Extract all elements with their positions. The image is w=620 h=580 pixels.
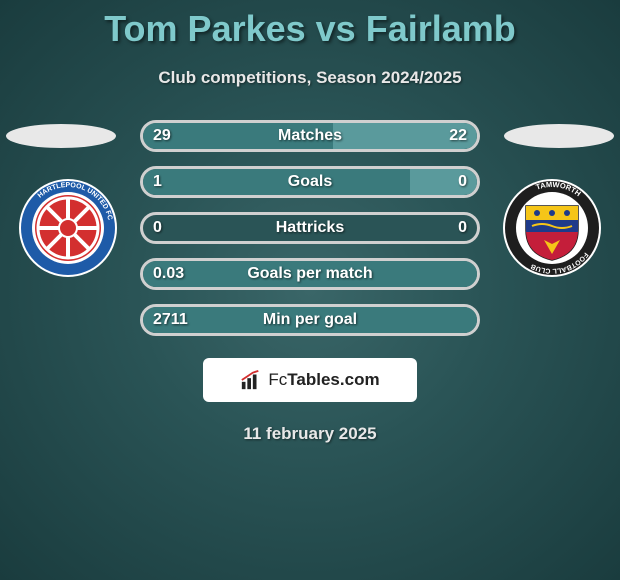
stat-value-left: 2711 [143,311,213,329]
page-title: Tom Parkes vs Fairlamb [0,0,620,50]
stat-label: Min per goal [213,311,407,329]
club-badge-right: TAMWORTH FOOTBALL CLUB [502,178,602,278]
stat-label: Goals per match [213,265,407,283]
stat-rows: 29Matches221Goals00Hattricks00.03Goals p… [140,120,480,336]
stat-value-right: 0 [407,219,477,237]
hartlepool-badge-icon: HARTLEPOOL UNITED FC [18,178,118,278]
stat-row: 29Matches22 [140,120,480,152]
stat-value-left: 1 [143,173,213,191]
tamworth-badge-icon: TAMWORTH FOOTBALL CLUB [502,178,602,278]
stat-value-left: 0 [143,219,213,237]
stat-row: 2711Min per goal [140,304,480,336]
stat-value-left: 29 [143,127,213,145]
watermark: FcTables.com [203,358,417,402]
stat-row: 0Hattricks0 [140,212,480,244]
stat-value-right: 22 [407,127,477,145]
comparison-panel: HARTLEPOOL UNITED FC TAMWORTH FOOTBALL C… [0,120,620,444]
stat-value-left: 0.03 [143,265,213,283]
date-text: 11 february 2025 [0,424,620,444]
stat-label: Hattricks [213,219,407,237]
ellipse-shadow-right [504,124,614,148]
stat-label: Matches [213,127,407,145]
stat-value-right: 0 [407,173,477,191]
ellipse-shadow-left [6,124,116,148]
stat-row: 0.03Goals per match [140,258,480,290]
subtitle: Club competitions, Season 2024/2025 [0,68,620,88]
watermark-text: FcTables.com [268,370,379,390]
stat-label: Goals [213,173,407,191]
bar-chart-icon [240,369,262,391]
stat-row: 1Goals0 [140,166,480,198]
club-badge-left: HARTLEPOOL UNITED FC [18,178,118,278]
